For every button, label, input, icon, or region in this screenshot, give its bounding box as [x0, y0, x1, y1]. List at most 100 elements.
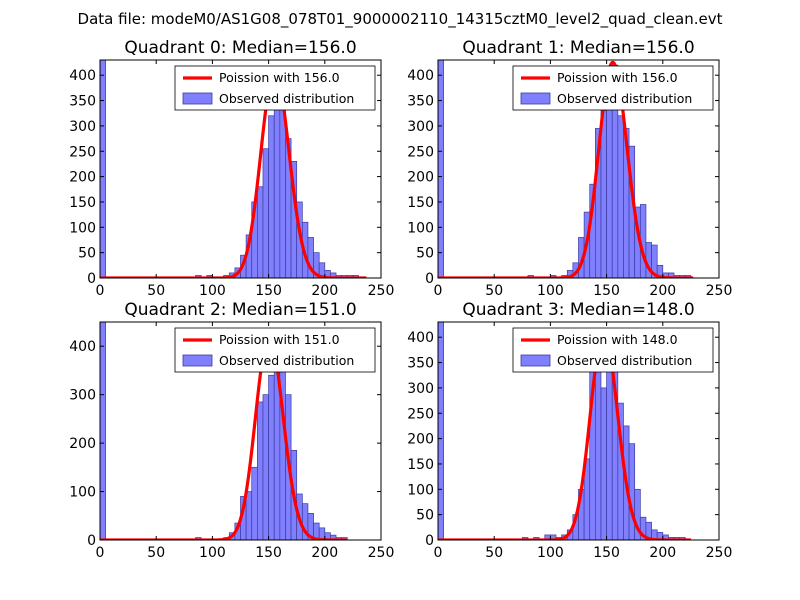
x-tick-label: 0	[434, 283, 443, 299]
axes-frame	[437, 59, 720, 279]
y-tick-label: 200	[69, 436, 96, 452]
legend-label: Poission with 148.0	[557, 332, 678, 347]
histogram-bar	[628, 443, 636, 540]
y-tick-label: 150	[407, 457, 434, 473]
histogram-bar	[634, 488, 641, 540]
figure-suptitle: Data file: modeM0/AS1G08_078T01_90000021…	[78, 10, 723, 29]
axes-frame	[437, 321, 720, 541]
y-tick-label: 150	[407, 195, 434, 211]
y-tick-label: 300	[69, 388, 96, 404]
y-tick-label: 50	[416, 246, 434, 262]
x-tick-label: 50	[485, 283, 503, 299]
chart-panel-2: Quadrant 2: Median=151.0 0 50 100 150 200 250 0…	[69, 300, 394, 561]
legend-patch-swatch	[520, 92, 551, 105]
x-tick-label: 250	[368, 545, 395, 561]
axes-frame	[99, 321, 382, 541]
y-tick-label: 350	[407, 356, 434, 372]
histogram-bar	[262, 394, 269, 540]
histogram-bar	[268, 115, 275, 278]
legend: Poission with 156.0 Observed distribution	[512, 65, 714, 111]
axes-frame	[99, 59, 382, 279]
y-tick-label: 350	[407, 94, 434, 110]
chart-panel-3: Quadrant 3: Median=148.0 0 50 100 150 200 250 0…	[407, 300, 732, 561]
x-tick-label: 150	[255, 283, 282, 299]
y-tick-label: 200	[407, 432, 434, 448]
histogram-bar	[617, 115, 624, 278]
x-tick-label: 100	[537, 545, 564, 561]
y-tick-label: 350	[69, 94, 96, 110]
legend: Poission with 148.0 Observed distribution	[512, 327, 714, 373]
y-tick-label: 200	[69, 170, 96, 186]
legend-label: Poission with 156.0	[219, 70, 340, 85]
poisson-curve	[100, 334, 348, 540]
legend-label: Observed distribution	[557, 353, 692, 368]
plot-area	[438, 60, 694, 278]
histogram-bar	[600, 110, 607, 278]
x-tick-label: 150	[593, 545, 620, 561]
poisson-curve	[438, 330, 692, 540]
y-tick-label: 400	[69, 339, 96, 355]
x-tick-label: 200	[649, 283, 676, 299]
legend-label: Observed distribution	[219, 353, 354, 368]
chart-title: Quadrant 2: Median=151.0	[124, 300, 356, 320]
x-tick-label: 250	[706, 283, 733, 299]
legend-label: Observed distribution	[557, 91, 692, 106]
x-tick-label: 0	[96, 545, 105, 561]
legend: Poission with 156.0 Observed distribution	[174, 65, 376, 111]
y-tick-label: 100	[69, 220, 96, 236]
chart-panel-0: Quadrant 0: Median=156.0 0 50 100 150 200 250 0…	[69, 38, 394, 299]
histogram-bar	[438, 60, 444, 278]
histogram-bar	[600, 387, 607, 540]
y-tick-label: 400	[407, 330, 434, 346]
y-tick-label: 100	[407, 482, 434, 498]
y-tick-label: 0	[425, 533, 434, 549]
y-tick-label: 0	[87, 271, 96, 287]
histogram-bar	[606, 87, 613, 278]
y-tick-label: 0	[87, 533, 96, 549]
x-tick-label: 150	[593, 283, 620, 299]
chart-title: Quadrant 3: Median=148.0	[462, 300, 694, 320]
y-tick-label: 0	[425, 271, 434, 287]
histogram-bar	[257, 186, 264, 278]
legend: Poission with 151.0 Observed distribution	[174, 327, 376, 373]
x-tick-label: 100	[537, 283, 564, 299]
histogram-bar	[656, 264, 664, 278]
histogram-bar	[268, 374, 275, 540]
y-tick-label: 100	[69, 485, 96, 501]
histogram-bar	[438, 322, 444, 540]
x-tick-label: 50	[147, 283, 165, 299]
x-tick-label: 150	[255, 545, 282, 561]
y-tick-label: 400	[407, 68, 434, 84]
histogram-bar	[251, 466, 258, 540]
histogram-bar	[257, 401, 264, 540]
y-tick-label: 300	[69, 119, 96, 135]
panels: Quadrant 0: Median=156.0 0 50 100 150 200 250 0…	[69, 38, 732, 561]
y-tick-label: 250	[407, 144, 434, 160]
chart-title: Quadrant 1: Median=156.0	[462, 38, 694, 58]
y-tick-label: 250	[69, 144, 96, 160]
y-tick-label: 100	[407, 220, 434, 236]
histogram-bar	[245, 491, 253, 540]
legend-patch-swatch	[520, 354, 551, 367]
legend-patch-swatch	[182, 354, 213, 367]
histogram-bar	[100, 60, 106, 278]
x-tick-label: 200	[311, 545, 338, 561]
y-tick-label: 300	[407, 119, 434, 135]
y-tick-label: 400	[69, 68, 96, 84]
x-tick-label: 0	[434, 545, 443, 561]
y-tick-label: 200	[407, 170, 434, 186]
poisson-curve	[100, 68, 367, 278]
x-tick-label: 100	[199, 283, 226, 299]
x-tick-label: 50	[485, 545, 503, 561]
legend-label: Observed distribution	[219, 91, 354, 106]
y-tick-label: 50	[78, 246, 96, 262]
legend-patch-swatch	[182, 92, 213, 105]
chart-title: Quadrant 0: Median=156.0	[124, 38, 356, 58]
histogram-bar	[262, 148, 269, 278]
x-tick-label: 200	[311, 283, 338, 299]
x-tick-label: 200	[649, 545, 676, 561]
plot-area	[438, 322, 692, 540]
plot-area	[100, 60, 367, 278]
y-tick-label: 250	[407, 406, 434, 422]
